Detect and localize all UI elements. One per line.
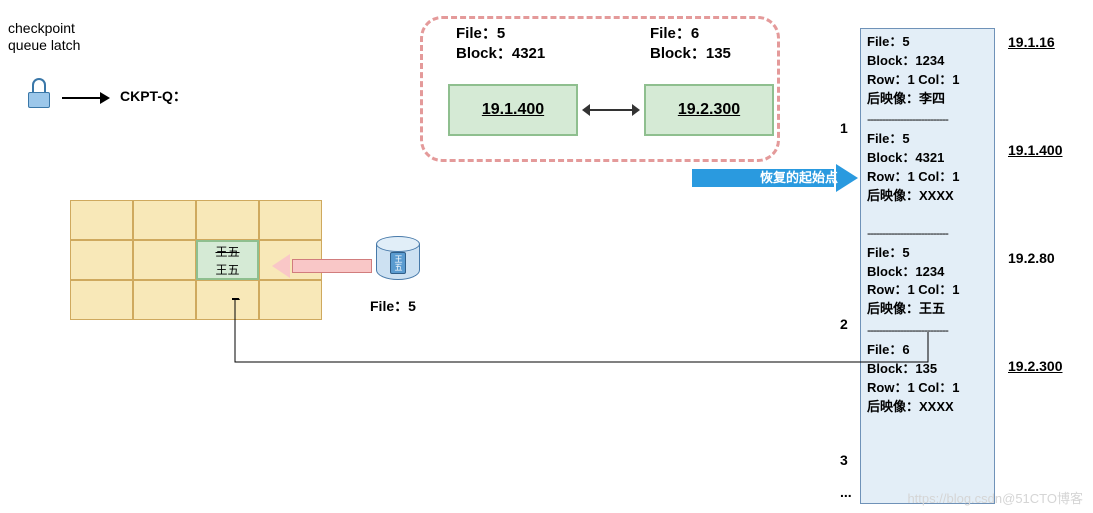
log-divider: --------------------------- bbox=[861, 323, 994, 337]
buffer-cell bbox=[133, 200, 196, 240]
file5-label: File：5 bbox=[370, 296, 416, 316]
log-rownum-3: 3 bbox=[840, 452, 848, 468]
log-divider: --------------------------- bbox=[861, 112, 994, 126]
log-rownum-ellipsis: ... bbox=[840, 484, 852, 500]
log-offset-4: 19.2.300 bbox=[1008, 358, 1063, 374]
redo-log-column: File：5 Block：1234 Row：1 Col：1 后映像：李四 ---… bbox=[860, 28, 995, 504]
buffer-old-value: 王五 bbox=[215, 243, 239, 260]
buffer-cell bbox=[133, 240, 196, 280]
buffer-cell bbox=[196, 280, 259, 320]
buffer-cell bbox=[70, 240, 133, 280]
log-rownum-1: 1 bbox=[840, 120, 848, 136]
arrow-to-ckptq bbox=[62, 92, 110, 104]
queue-box1: 19.1.400 bbox=[448, 84, 578, 136]
buffer-cell bbox=[259, 280, 322, 320]
queue-box2-value: 19.2.300 bbox=[678, 101, 740, 119]
latch-icon bbox=[26, 78, 52, 108]
load-block-arrow bbox=[272, 254, 372, 278]
buffer-cell bbox=[259, 200, 322, 240]
ckptq-label: CKPT-Q： bbox=[120, 86, 187, 106]
buffer-cell bbox=[196, 200, 259, 240]
log-offset-1: 19.1.16 bbox=[1008, 34, 1055, 50]
queue-box2-block: Block：135 bbox=[650, 44, 731, 64]
buffer-cell bbox=[70, 280, 133, 320]
database-cylinder-icon: 王五 bbox=[376, 236, 420, 288]
buffer-cell bbox=[70, 200, 133, 240]
queue-box1-header: File：5 Block：4321 bbox=[456, 24, 545, 65]
log-entry-3: File：5 Block：1234 Row：1 Col：1 后映像：王五 bbox=[861, 240, 994, 323]
log-entry-1: File：5 Block：1234 Row：1 Col：1 后映像：李四 bbox=[861, 29, 994, 112]
cylinder-inner-label: 王五 bbox=[390, 252, 406, 274]
buffer-cell bbox=[133, 280, 196, 320]
checkpoint-queue-latch-label: checkpoint queue latch bbox=[8, 20, 80, 54]
log-rownum-2: 2 bbox=[840, 316, 848, 332]
queue-link-arrow bbox=[582, 104, 640, 116]
log-entry-4: File：6 Block：135 Row：1 Col：1 后映像：XXXX bbox=[861, 337, 994, 420]
log-divider: --------------------------- bbox=[861, 226, 994, 240]
queue-box1-block: Block：4321 bbox=[456, 44, 545, 64]
queue-box1-file: File：5 bbox=[456, 24, 545, 44]
log-offset-3: 19.2.80 bbox=[1008, 250, 1055, 266]
queue-box2-file: File：6 bbox=[650, 24, 731, 44]
queue-box2: 19.2.300 bbox=[644, 84, 774, 136]
log-entry-2: File：5 Block：4321 Row：1 Col：1 后映像：XXXX bbox=[861, 126, 994, 209]
queue-box1-value: 19.1.400 bbox=[482, 101, 544, 119]
buffer-cell-modified: 王五 王五 bbox=[196, 240, 259, 280]
buffer-new-value: 王五 bbox=[215, 261, 239, 278]
redo-apply-connector bbox=[232, 298, 932, 378]
watermark: https://blog.csdn@51CTO博客 bbox=[907, 488, 1083, 507]
queue-box2-header: File：6 Block：135 bbox=[650, 24, 731, 65]
recovery-start-label: 恢复的起始点 bbox=[760, 167, 838, 186]
log-offset-2: 19.1.400 bbox=[1008, 142, 1063, 158]
